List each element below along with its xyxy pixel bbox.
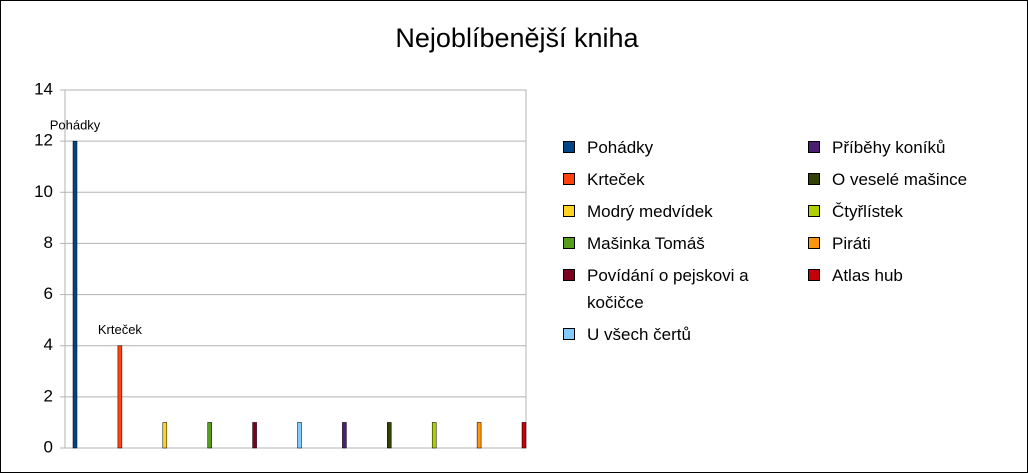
chart-title: Nejoblíbenější kniha xyxy=(395,23,639,53)
legend-item: Atlas hub xyxy=(808,262,967,289)
bar xyxy=(431,422,437,449)
legend-label: Čtyřlístek xyxy=(832,202,903,221)
y-tick-label: 14 xyxy=(34,79,53,98)
bar xyxy=(117,345,123,449)
legend-label: Piráti xyxy=(832,234,871,253)
y-tick-label: 4 xyxy=(44,335,53,354)
bar xyxy=(521,422,527,449)
bar xyxy=(342,422,347,449)
legend-swatch xyxy=(808,237,820,249)
bar xyxy=(162,422,168,449)
legend-label: O veselé mašince xyxy=(832,170,968,189)
legend-item: Mašinka Tomáš xyxy=(563,230,787,257)
bar xyxy=(476,422,482,449)
legend-swatch xyxy=(563,269,575,281)
legend-item: Piráti xyxy=(808,230,967,257)
legend-label: U všech čertů xyxy=(587,325,691,344)
legend-swatch xyxy=(808,205,820,217)
legend-column: Pohádky Krteček Modrý medvídek Mašinka Tomá… xyxy=(563,134,787,348)
y-tick-label: 0 xyxy=(44,437,53,456)
legend-item: Modrý medvídek xyxy=(563,198,787,225)
data-label: Pohádky xyxy=(50,118,101,133)
y-tick-label: 10 xyxy=(34,182,53,201)
legend-item: Příběhy koníků xyxy=(808,134,967,161)
bar xyxy=(207,422,212,449)
y-tick-label: 2 xyxy=(44,386,53,405)
legend-label: Příběhy koníků xyxy=(832,138,946,157)
legend-swatch xyxy=(563,173,575,185)
legend-item: Povídání o pejskovi a kočičce xyxy=(563,262,787,316)
legend-label: Krteček xyxy=(587,170,645,189)
legend-label: Modrý medvídek xyxy=(587,202,713,221)
bar xyxy=(387,422,392,449)
legend-item: Čtyřlístek xyxy=(808,198,967,225)
legend-item: Krteček xyxy=(563,166,787,193)
legend-swatch xyxy=(808,173,820,185)
legend-column: Příběhy koníků O veselé mašince Čtyřlístek… xyxy=(808,134,967,289)
legend-label: Atlas hub xyxy=(832,266,903,285)
bar xyxy=(297,422,302,449)
legend-item: Pohádky xyxy=(563,134,787,161)
legend-swatch xyxy=(563,141,575,153)
legend-label: Mašinka Tomáš xyxy=(587,234,705,253)
data-label: Krteček xyxy=(98,322,143,337)
legend-label: Povídání o pejskovi a kočičce xyxy=(587,266,749,312)
y-tick-label: 12 xyxy=(34,131,53,150)
bar xyxy=(252,422,257,449)
plot-area xyxy=(64,89,527,449)
y-tick-label: 6 xyxy=(44,284,53,303)
legend-swatch xyxy=(808,141,820,153)
legend-swatch xyxy=(563,205,575,217)
legend-swatch xyxy=(563,328,575,340)
y-tick-label: 8 xyxy=(44,233,53,252)
legend-item: O veselé mašince xyxy=(808,166,967,193)
bar xyxy=(72,140,78,449)
legend-swatch xyxy=(563,237,575,249)
legend-item: U všech čertů xyxy=(563,321,787,348)
legend-swatch xyxy=(808,269,820,281)
legend-label: Pohádky xyxy=(587,138,654,157)
